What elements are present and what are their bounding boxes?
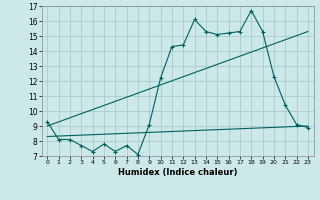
X-axis label: Humidex (Indice chaleur): Humidex (Indice chaleur) (118, 168, 237, 177)
